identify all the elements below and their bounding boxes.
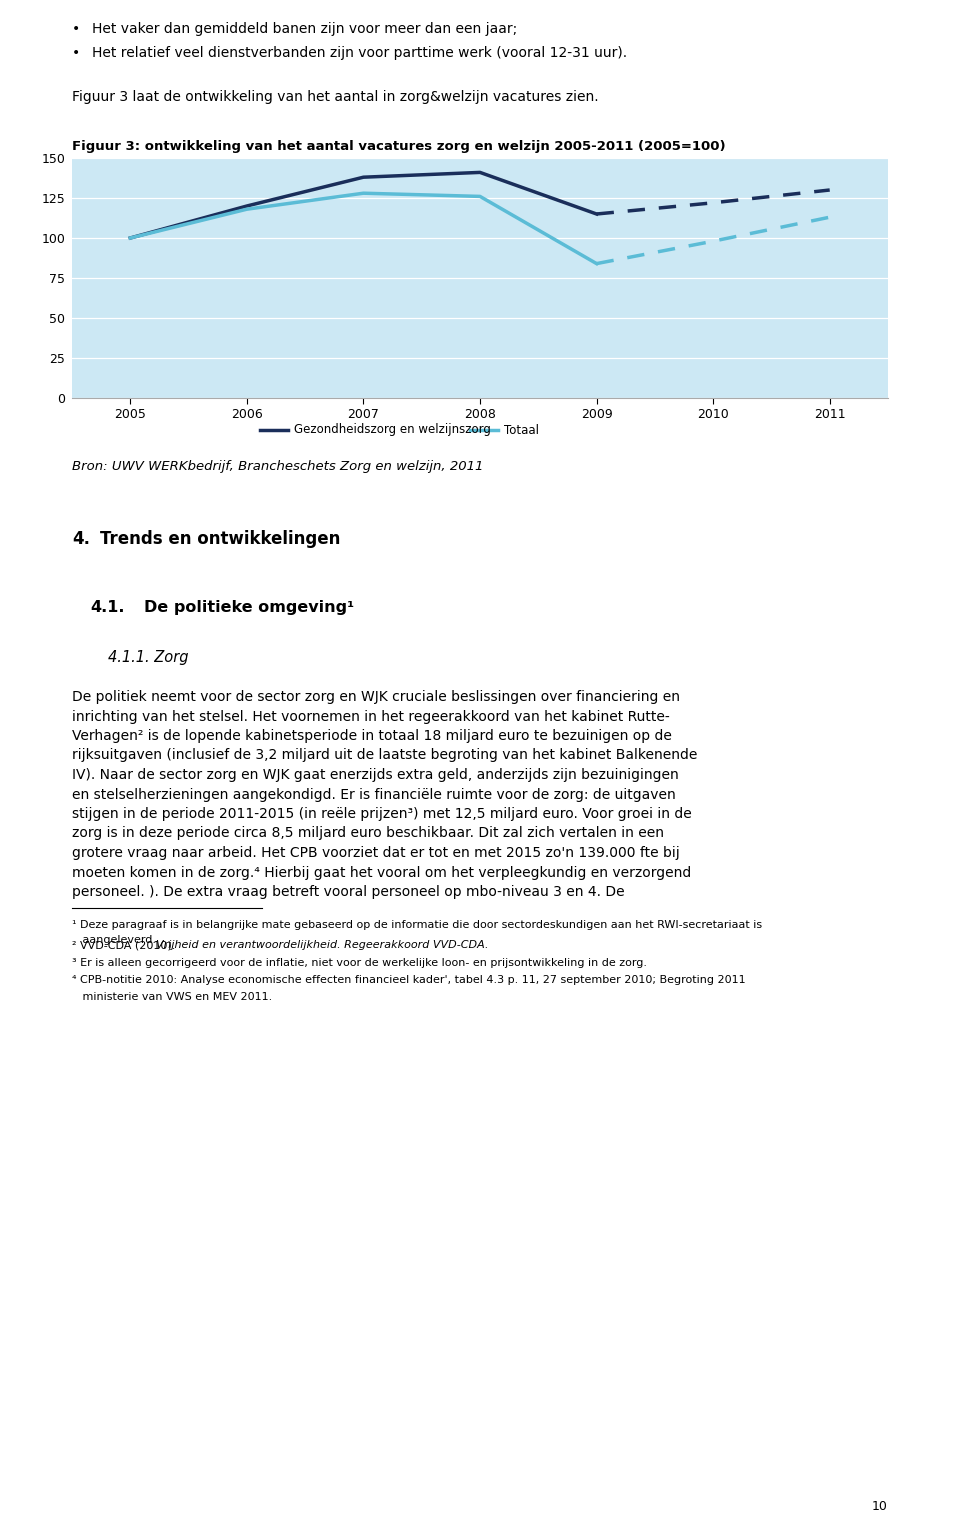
Text: Het vaker dan gemiddeld banen zijn voor meer dan een jaar;: Het vaker dan gemiddeld banen zijn voor … [92,21,517,36]
Text: 4.1.: 4.1. [90,600,125,615]
Text: ³ Er is alleen gecorrigeerd voor de inflatie, niet voor de werkelijke loon- en p: ³ Er is alleen gecorrigeerd voor de infl… [72,958,647,968]
Text: Figuur 3: ontwikkeling van het aantal vacatures zorg en welzijn 2005-2011 (2005=: Figuur 3: ontwikkeling van het aantal va… [72,140,726,153]
Text: Het relatief veel dienstverbanden zijn voor parttime werk (vooral 12-31 uur).: Het relatief veel dienstverbanden zijn v… [92,46,627,61]
Text: De politiek neemt voor de sector zorg en WJK cruciale beslissingen over financie: De politiek neemt voor de sector zorg en… [72,691,680,704]
Text: IV). Naar de sector zorg en WJK gaat enerzijds extra geld, anderzijds zijn bezui: IV). Naar de sector zorg en WJK gaat ene… [72,768,679,782]
Text: •: • [72,46,81,61]
Text: 10: 10 [872,1500,888,1513]
Text: ² VVD-CDA (2010).: ² VVD-CDA (2010). [72,940,179,950]
Text: inrichting van het stelsel. Het voornemen in het regeerakkoord van het kabinet R: inrichting van het stelsel. Het voorneme… [72,709,670,724]
Text: ministerie van VWS en MEV 2011.: ministerie van VWS en MEV 2011. [72,991,273,1002]
Text: Gezondheidszorg en welzijnszorg: Gezondheidszorg en welzijnszorg [294,424,491,437]
Text: Totaal: Totaal [504,424,539,437]
Text: moeten komen in de zorg.⁴ Hierbij gaat het vooral om het verpleegkundig en verzo: moeten komen in de zorg.⁴ Hierbij gaat h… [72,865,691,879]
Text: 4.1.1. Zorg: 4.1.1. Zorg [108,650,188,665]
Text: Figuur 3 laat de ontwikkeling van het aantal in zorg&welzijn vacatures zien.: Figuur 3 laat de ontwikkeling van het aa… [72,90,599,105]
Text: grotere vraag naar arbeid. Het CPB voorziet dat er tot en met 2015 zo'n 139.000 : grotere vraag naar arbeid. Het CPB voorz… [72,846,680,861]
Text: Vrijheid en verantwoordelijkheid. Regeerakkoord VVD-CDA.: Vrijheid en verantwoordelijkheid. Regeer… [156,940,489,950]
Text: personeel. ). De extra vraag betreft vooral personeel op mbo-niveau 3 en 4. De: personeel. ). De extra vraag betreft voo… [72,885,625,899]
Text: Verhagen² is de lopende kabinetsperiode in totaal 18 miljard euro te bezuinigen : Verhagen² is de lopende kabinetsperiode … [72,729,672,742]
Text: rijksuitgaven (inclusief de 3,2 miljard uit de laatste begroting van het kabinet: rijksuitgaven (inclusief de 3,2 miljard … [72,748,697,762]
Text: •: • [72,21,81,36]
Text: De politieke omgeving¹: De politieke omgeving¹ [144,600,354,615]
Text: ⁴ CPB-notitie 2010: Analyse economische effecten financieel kader', tabel 4.3 p.: ⁴ CPB-notitie 2010: Analyse economische … [72,975,746,985]
Text: aangeleverd.: aangeleverd. [72,935,156,946]
Text: 4.: 4. [72,530,90,548]
Text: Bron: UWV WERKbedrijf, Brancheschets Zorg en welzijn, 2011: Bron: UWV WERKbedrijf, Brancheschets Zor… [72,460,484,474]
Text: stijgen in de periode 2011-2015 (in reële prijzen³) met 12,5 miljard euro. Voor : stijgen in de periode 2011-2015 (in reël… [72,808,692,821]
Text: Trends en ontwikkelingen: Trends en ontwikkelingen [100,530,341,548]
Text: zorg is in deze periode circa 8,5 miljard euro beschikbaar. Dit zal zich vertale: zorg is in deze periode circa 8,5 miljar… [72,826,664,841]
Text: en stelselherzieningen aangekondigd. Er is financiële ruimte voor de zorg: de ui: en stelselherzieningen aangekondigd. Er … [72,788,676,802]
Text: ¹ Deze paragraaf is in belangrijke mate gebaseerd op de informatie die door sect: ¹ Deze paragraaf is in belangrijke mate … [72,920,762,931]
